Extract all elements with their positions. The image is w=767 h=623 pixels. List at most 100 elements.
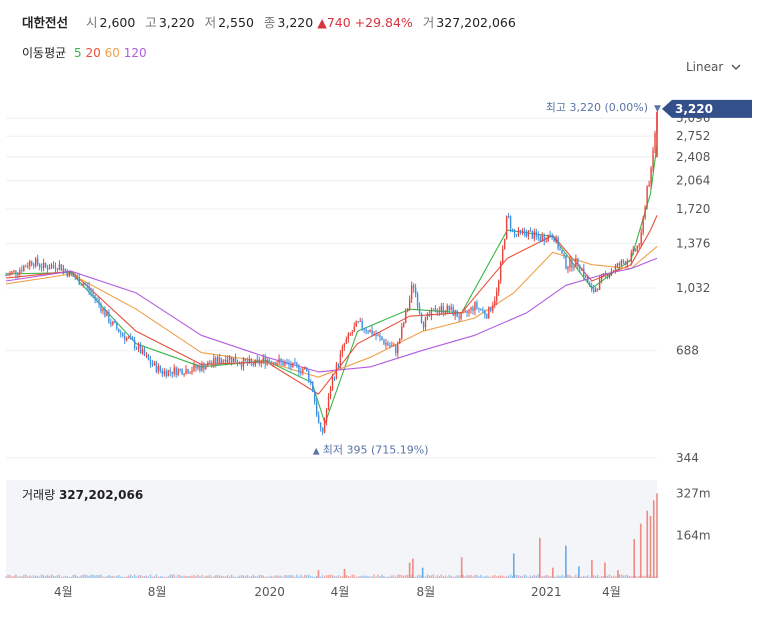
volume-bar (34, 575, 37, 578)
ma-legend-20[interactable]: 20 (85, 46, 101, 60)
candle-body (648, 184, 650, 187)
volume-bar (187, 576, 189, 578)
candle-body (622, 260, 625, 263)
volume-bar (90, 574, 92, 578)
volume-bar (600, 575, 603, 578)
candle-body (193, 364, 195, 371)
candle-body (401, 326, 403, 339)
candle-body (149, 359, 152, 365)
volume-bar (387, 576, 389, 578)
volume-bar (389, 576, 391, 578)
volume-bar (29, 575, 31, 578)
volume-bar (181, 576, 183, 578)
volume-bar (102, 576, 104, 578)
high-label: 고 (145, 15, 157, 30)
candle-body (351, 331, 353, 334)
volume-bar (219, 575, 221, 578)
volume-bar (547, 575, 549, 578)
volume-bar (290, 575, 292, 578)
candle-body (511, 228, 514, 230)
candle-body (110, 322, 112, 325)
volume-bar (474, 574, 476, 578)
candle-body (517, 229, 520, 235)
volume-bar (300, 574, 302, 578)
candle-body (201, 364, 203, 371)
candle-body (521, 230, 524, 232)
candle-body (141, 349, 144, 354)
candle-body (114, 321, 116, 323)
chevron-down-icon (731, 64, 741, 70)
candle-body (571, 259, 573, 268)
candle-body (583, 268, 585, 277)
candle-body (52, 265, 55, 267)
volume-bar (606, 575, 609, 578)
ma-legend-120[interactable]: 120 (123, 46, 147, 60)
ma-line-120 (5, 257, 658, 373)
candle-body (420, 313, 423, 323)
volume-bar (11, 576, 13, 578)
candle-body (403, 322, 405, 327)
volume-bar (310, 576, 312, 578)
candle-body (21, 270, 23, 272)
candle-body (282, 361, 284, 366)
volume-bar (414, 576, 417, 578)
volume-bar (224, 576, 227, 578)
candle-body (428, 313, 431, 316)
candle-body (494, 300, 496, 306)
volume-bar (353, 574, 355, 578)
volume-bar (442, 576, 444, 578)
ma-line-5 (5, 144, 658, 425)
volume-bar (343, 568, 346, 578)
candle-body (147, 355, 150, 360)
volume-bar (54, 576, 57, 578)
volume-bar (189, 575, 191, 578)
volume-bar (242, 575, 245, 578)
candle-body (308, 371, 310, 382)
candle-body (591, 285, 593, 290)
candle-body (294, 362, 296, 364)
scale-toggle-button[interactable]: Linear (686, 60, 741, 74)
candle-body (96, 298, 98, 300)
volume-bar (412, 558, 414, 578)
candle-body (545, 241, 547, 243)
candle-body (38, 264, 41, 267)
candle-body (127, 337, 130, 339)
volume-bar (578, 566, 580, 578)
ma-legend-5[interactable]: 5 (74, 46, 82, 60)
candle-body (452, 307, 454, 316)
volume-bar (236, 576, 239, 578)
volume-bar (531, 576, 534, 578)
candle-body (499, 262, 502, 281)
candle-body (553, 237, 555, 242)
volume-bar (450, 575, 452, 578)
volume-bar (118, 575, 120, 578)
candle-body (78, 277, 80, 285)
candle-body (44, 262, 47, 267)
candle-body (56, 268, 59, 270)
candle-body (280, 358, 282, 362)
volume-bar (21, 576, 23, 578)
ma-legend-60[interactable]: 60 (104, 46, 120, 60)
volume-bar (361, 575, 363, 578)
candle-body (377, 335, 379, 337)
volume-bar (213, 576, 215, 578)
candle-body (397, 343, 399, 354)
candle-body (537, 235, 539, 238)
volume-bar (602, 576, 605, 578)
volume-bar (58, 574, 61, 578)
volume-bar (367, 576, 369, 578)
volume-bar (426, 574, 429, 578)
candle-body (618, 263, 621, 266)
candle-body (106, 312, 108, 317)
price-candles (5, 111, 658, 436)
candle-body (15, 270, 17, 275)
candle-body (523, 230, 526, 234)
y-tick-label: 2,064 (676, 174, 710, 188)
candle-body (610, 271, 613, 275)
candle-body (86, 284, 88, 287)
candle-body (632, 248, 634, 253)
volume-bar (222, 576, 225, 578)
candle-body (355, 321, 357, 327)
volume-bar (27, 576, 29, 578)
